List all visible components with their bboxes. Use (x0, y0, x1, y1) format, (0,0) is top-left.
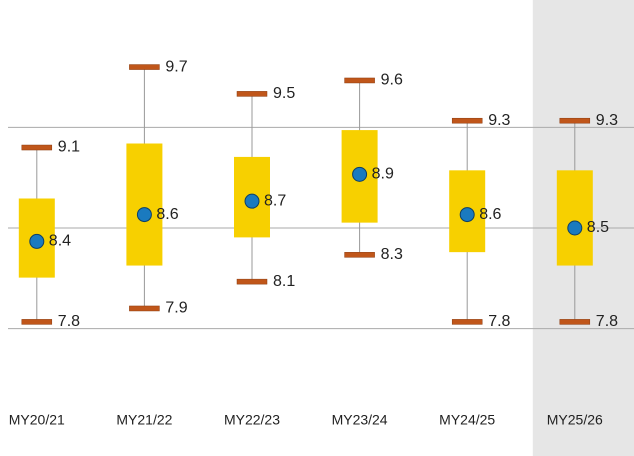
cap-low (236, 278, 268, 285)
value-label: 7.8 (488, 313, 510, 330)
x-tick-label: MY23/24 (332, 412, 388, 428)
cap-low (129, 305, 160, 312)
mean-marker (136, 207, 152, 223)
value-label: 8.6 (479, 206, 501, 223)
value-label: 9.3 (596, 112, 618, 129)
mean-marker (459, 207, 475, 223)
value-label: 8.4 (49, 233, 71, 250)
x-tick-label: MY20/21 (9, 412, 65, 428)
cap-high (129, 64, 160, 70)
value-label: 8.7 (264, 192, 286, 209)
cap-high (451, 117, 483, 124)
value-label: 9.7 (165, 58, 187, 75)
value-label: 7.8 (596, 313, 618, 330)
mean-marker (29, 233, 45, 249)
x-tick-label: MY24/25 (439, 412, 495, 428)
value-label: 9.6 (381, 72, 403, 89)
cap-high (559, 117, 591, 124)
cap-high (21, 144, 53, 151)
value-label: 7.9 (165, 300, 187, 317)
cap-low (344, 252, 375, 258)
cap-high (236, 91, 268, 97)
cap-high (344, 77, 375, 84)
value-label: 8.1 (273, 273, 295, 290)
mean-marker (244, 193, 260, 209)
value-label: 7.8 (58, 313, 80, 330)
box (556, 170, 593, 266)
value-label: 9.3 (488, 112, 510, 129)
box (126, 143, 163, 266)
cap-low (451, 319, 483, 325)
x-tick-label: MY22/23 (224, 412, 280, 428)
value-label: 8.5 (587, 219, 609, 236)
value-label: 8.9 (372, 166, 394, 183)
cap-low (559, 319, 591, 325)
value-label: 8.6 (156, 206, 178, 223)
x-tick-label: MY21/22 (116, 412, 172, 428)
x-tick-label: MY25/26 (547, 412, 603, 428)
mean-marker (352, 166, 368, 182)
value-label: 8.3 (381, 246, 403, 263)
value-label: 9.5 (273, 85, 295, 102)
value-label: 9.1 (58, 139, 80, 156)
cap-low (21, 319, 53, 325)
mean-marker (567, 220, 583, 236)
